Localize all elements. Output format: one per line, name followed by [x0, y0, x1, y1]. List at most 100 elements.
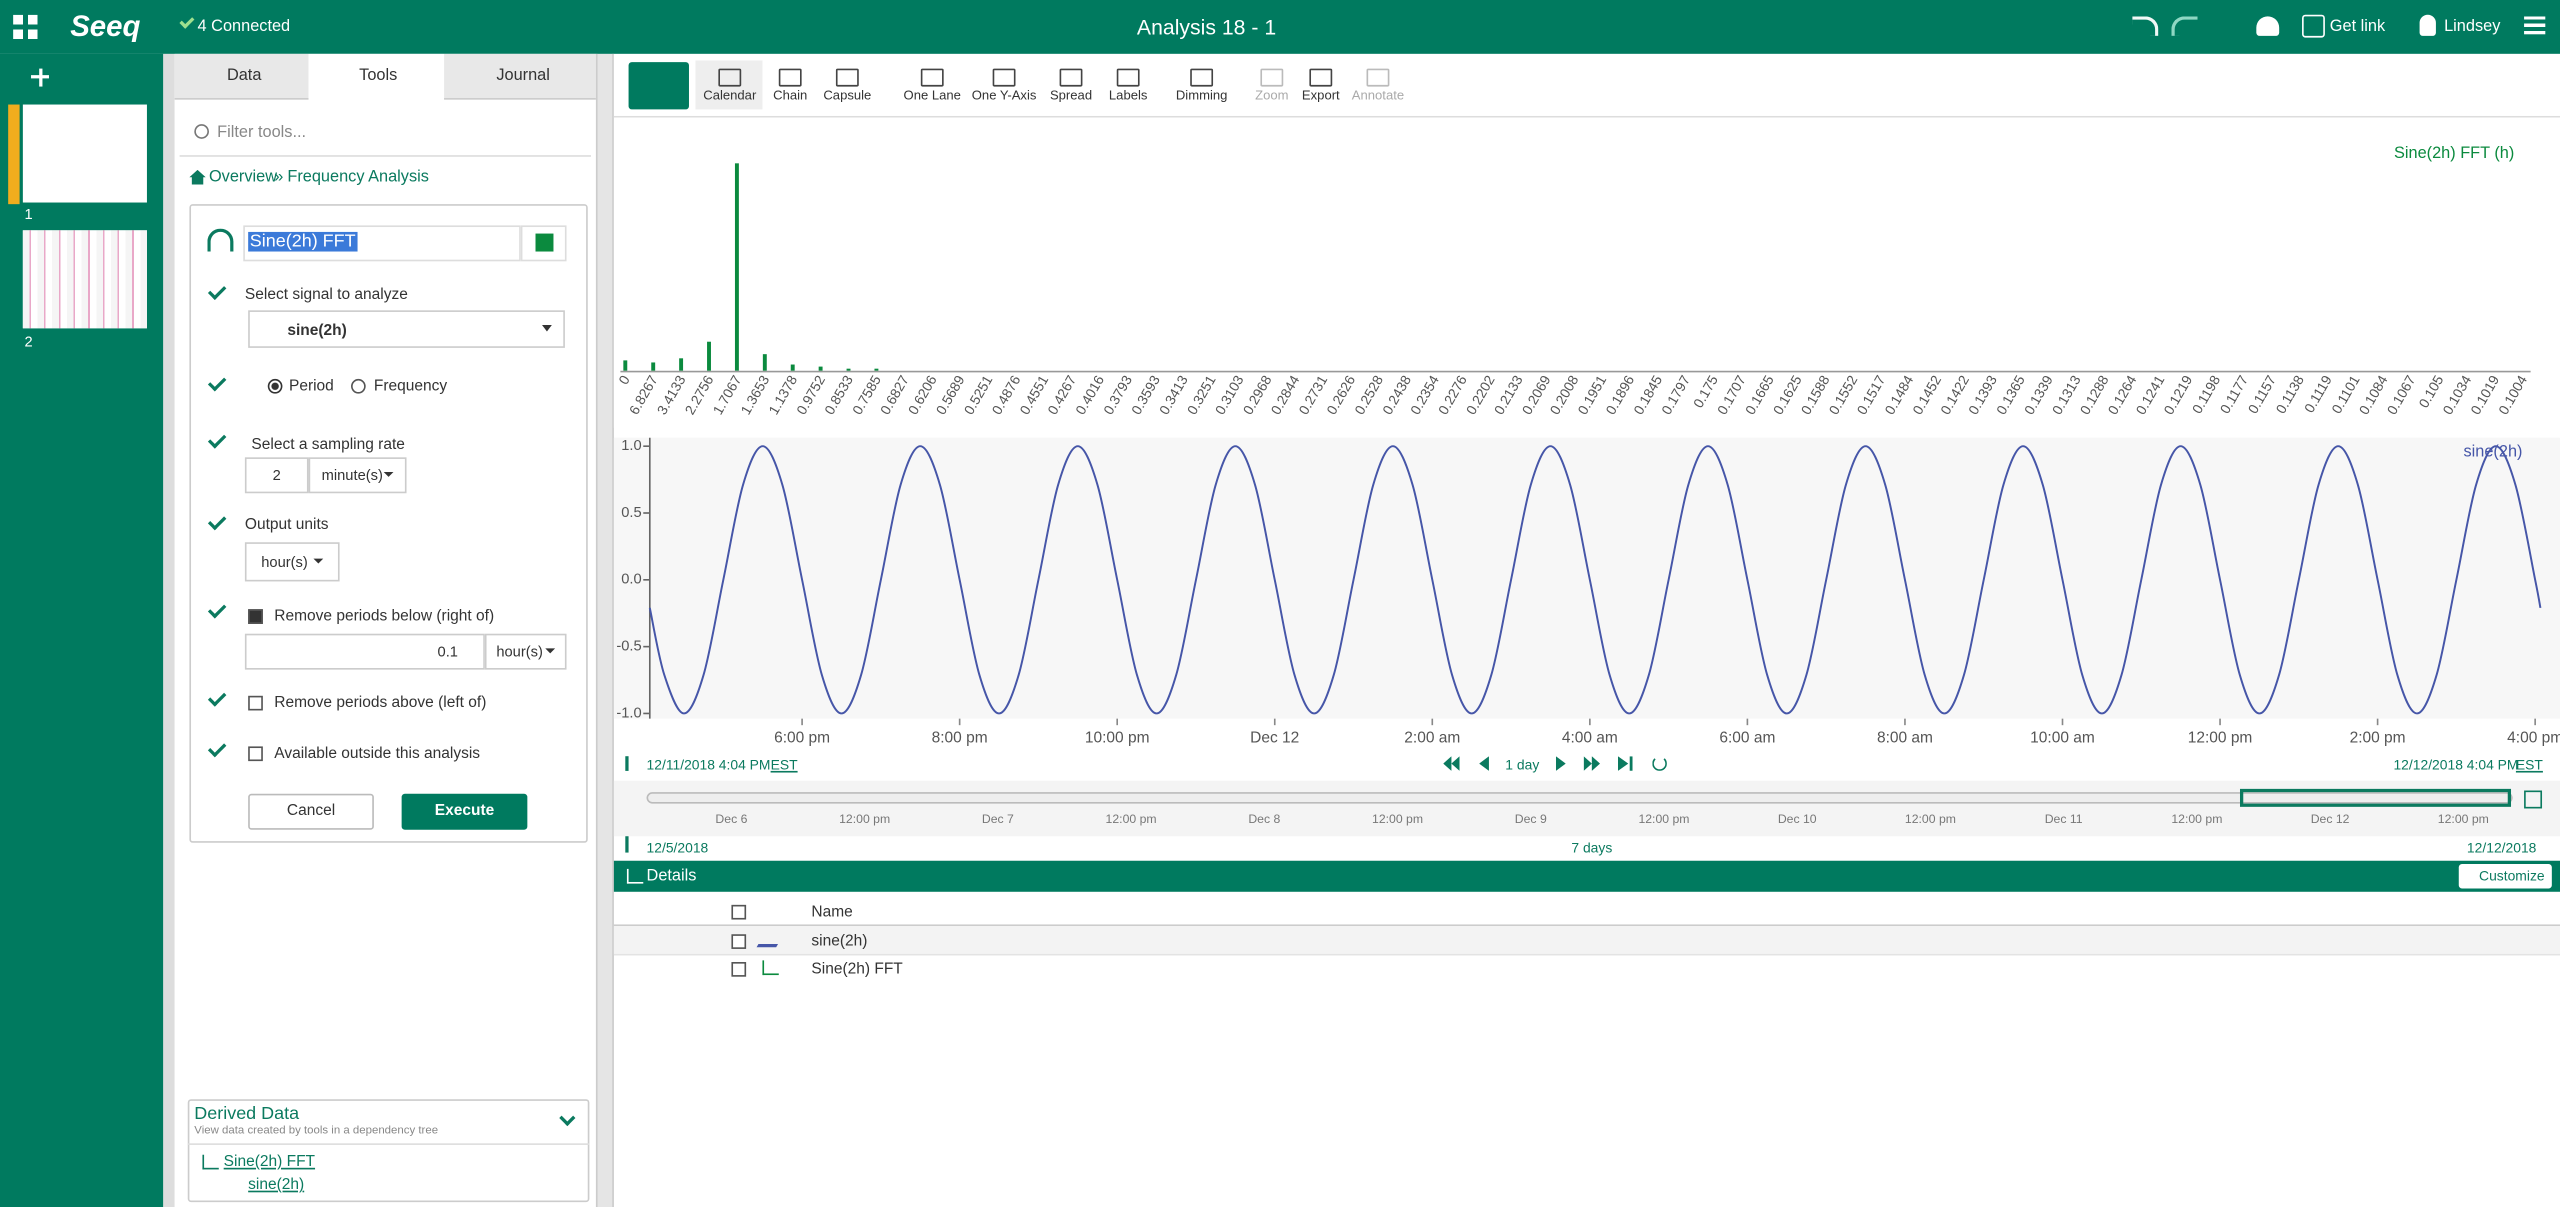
- refresh-button[interactable]: [1652, 756, 1667, 771]
- navigator-selection[interactable]: [2239, 788, 2512, 807]
- toolbar-icon[interactable]: [778, 68, 802, 87]
- unit-value[interactable]: hour(s): [496, 643, 543, 660]
- arrow-icon[interactable]: [625, 756, 629, 771]
- breadcrumb[interactable]: Overview: [208, 168, 278, 187]
- tab-active[interactable]: [308, 53, 445, 100]
- tab-label[interactable]: Tools: [359, 66, 398, 85]
- row-checkbox[interactable]: [731, 934, 747, 949]
- step-forward[interactable]: [1555, 756, 1566, 771]
- input-value[interactable]: 0.1: [437, 643, 458, 660]
- checkbox-checked[interactable]: [248, 609, 263, 624]
- toolbar-label[interactable]: Export: [1301, 88, 1340, 103]
- toolbar-label[interactable]: Zoom: [1255, 88, 1289, 103]
- derived-item[interactable]: sine(2h): [248, 1175, 305, 1194]
- user-name[interactable]: Lindsey: [2444, 17, 2501, 36]
- worksheet-number[interactable]: 2: [24, 333, 33, 350]
- toolbar-icon[interactable]: [1260, 68, 1284, 87]
- checkbox-label[interactable]: Available outside this analysis: [274, 744, 481, 763]
- toolbar-label[interactable]: Labels: [1108, 88, 1148, 103]
- display-end[interactable]: 12/12/2018 4:04 PM: [2393, 756, 2519, 773]
- derived-item[interactable]: Sine(2h) FFT: [223, 1153, 316, 1172]
- unit-value[interactable]: minute(s): [321, 467, 383, 484]
- item-name[interactable]: Sine(2h) FFT: [811, 960, 903, 979]
- toolbar-label[interactable]: One Y-Axis: [971, 88, 1037, 103]
- tab-label[interactable]: Data: [226, 66, 262, 85]
- toolbar-label[interactable]: Capsule: [823, 88, 872, 103]
- signal-name[interactable]: sine(2h): [287, 321, 347, 340]
- checkbox[interactable]: [248, 695, 263, 711]
- toolbar-icon[interactable]: [718, 68, 742, 87]
- customize-button[interactable]: Customize: [2458, 864, 2552, 889]
- link-icon[interactable]: [2302, 14, 2325, 38]
- worksheet-thumbnail[interactable]: [22, 230, 147, 329]
- share-icon[interactable]: [2256, 16, 2280, 36]
- toolbar-icon[interactable]: [1116, 68, 1140, 87]
- view-mode-button[interactable]: [628, 62, 689, 110]
- toolbar-icon[interactable]: [1059, 68, 1083, 87]
- toolbar-icon[interactable]: [835, 68, 859, 87]
- radio[interactable]: [351, 378, 366, 394]
- toolbar-label[interactable]: Annotate: [1351, 88, 1405, 103]
- signal-select[interactable]: [248, 310, 565, 348]
- tool-name[interactable]: Sine(2h) FFT: [248, 231, 358, 252]
- redo-button[interactable]: [2171, 16, 2198, 36]
- radio-checked[interactable]: [267, 378, 283, 394]
- worksheet-number[interactable]: 1: [24, 205, 33, 223]
- details-title[interactable]: Details: [646, 867, 697, 886]
- column-header[interactable]: Name: [811, 903, 853, 922]
- toolbar-icon[interactable]: [1309, 68, 1333, 87]
- splitter[interactable]: [595, 53, 614, 1207]
- get-link[interactable]: Get link: [2329, 17, 2386, 36]
- checkbox-label[interactable]: Remove periods below (right of): [274, 607, 495, 626]
- analysis-title[interactable]: Analysis 18 - 1: [1136, 14, 1277, 40]
- color-swatch[interactable]: [535, 233, 554, 252]
- undo-button[interactable]: [2132, 16, 2159, 36]
- toolbar-icon[interactable]: [992, 68, 1016, 87]
- investigate-start[interactable]: 12/5/2018: [646, 839, 709, 856]
- checkbox[interactable]: [248, 746, 263, 762]
- radio-label[interactable]: Period: [288, 377, 334, 396]
- checkbox-label[interactable]: Remove periods above (left of): [274, 694, 487, 713]
- add-worksheet[interactable]: [38, 67, 42, 86]
- filter-input[interactable]: Filter tools...: [217, 124, 307, 143]
- select-all[interactable]: [731, 904, 747, 920]
- cancel-button[interactable]: Cancel: [248, 793, 374, 830]
- toolbar-icon[interactable]: [1190, 68, 1214, 87]
- row-checkbox[interactable]: [731, 962, 747, 977]
- execute-button[interactable]: Execute: [401, 793, 528, 830]
- timezone[interactable]: EST: [770, 756, 798, 773]
- zoom-fit[interactable]: [2524, 790, 2543, 809]
- apps-icon[interactable]: [13, 14, 38, 40]
- step-back[interactable]: [1479, 756, 1489, 771]
- item-name[interactable]: sine(2h): [811, 932, 868, 951]
- navigator-track[interactable]: [646, 792, 2513, 804]
- worksheet-thumbnail[interactable]: [22, 104, 147, 203]
- step-size[interactable]: 1 day: [1505, 756, 1540, 773]
- breadcrumb[interactable]: Frequency Analysis: [287, 168, 429, 187]
- unit-select[interactable]: [244, 542, 340, 582]
- logo[interactable]: Seeq: [70, 9, 141, 43]
- toolbar-label[interactable]: Spread: [1049, 88, 1093, 103]
- unit-select[interactable]: [308, 457, 407, 494]
- home-icon[interactable]: [189, 169, 206, 185]
- radio-label[interactable]: Frequency: [373, 377, 448, 396]
- toolbar-label[interactable]: Calendar: [703, 88, 757, 103]
- dropdown-caret[interactable]: [542, 325, 552, 336]
- tab-label[interactable]: Journal: [496, 66, 550, 85]
- toolbar-label[interactable]: Dimming: [1175, 88, 1228, 103]
- dropdown-caret[interactable]: [313, 558, 324, 569]
- toolbar-icon[interactable]: [1366, 68, 1390, 87]
- unit-value[interactable]: hour(s): [261, 553, 308, 571]
- toolbar-icon[interactable]: [920, 68, 944, 87]
- display-start[interactable]: 12/11/2018 4:04 PM: [646, 756, 771, 773]
- arrow-icon[interactable]: [625, 836, 629, 853]
- user-icon[interactable]: [2419, 14, 2436, 36]
- connection-status[interactable]: 4 Connected: [197, 17, 291, 36]
- rate-value[interactable]: 2: [272, 467, 281, 484]
- dropdown-caret[interactable]: [383, 472, 394, 482]
- tab[interactable]: [174, 53, 309, 100]
- tab[interactable]: [444, 53, 596, 100]
- investigate-end[interactable]: 12/12/2018: [2466, 839, 2537, 856]
- derived-title[interactable]: Derived Data: [194, 1104, 300, 1124]
- toolbar-label[interactable]: Chain: [773, 88, 808, 103]
